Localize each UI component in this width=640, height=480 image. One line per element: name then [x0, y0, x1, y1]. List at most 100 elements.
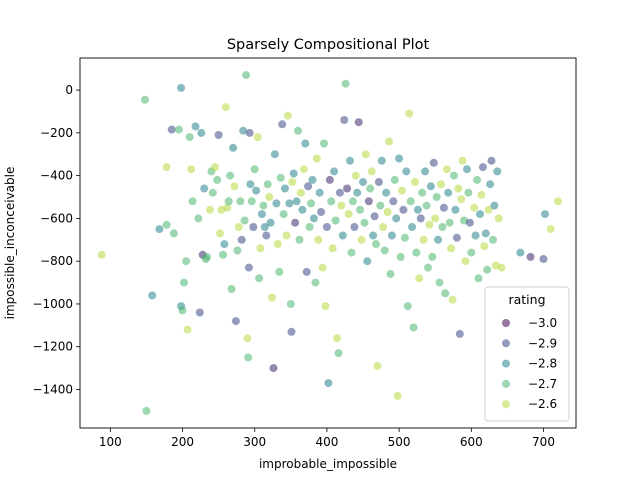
y-axis: −1400 −1200 −1000 −800 −600 −400 −200 0	[32, 83, 80, 397]
data-point	[461, 257, 470, 266]
data-point	[221, 103, 230, 112]
data-point	[243, 334, 252, 343]
legend-marker	[502, 379, 510, 388]
legend-entries: −3.0 −2.9 −2.8 −2.7 −2.6	[502, 316, 557, 411]
legend-label: −2.8	[528, 357, 557, 371]
data-point	[167, 125, 176, 134]
plot-frame	[79, 57, 577, 429]
data-point	[441, 289, 450, 298]
legend-marker	[502, 319, 510, 327]
data-point	[541, 210, 549, 219]
data-point	[283, 111, 292, 120]
x-tick-label: 600	[460, 435, 483, 449]
data-point	[364, 197, 373, 206]
data-point	[305, 223, 314, 231]
data-point	[257, 210, 266, 219]
data-point	[242, 71, 251, 80]
data-point	[208, 188, 217, 197]
chart-title: Sparsely Compositional Plot	[227, 37, 430, 53]
data-point	[281, 184, 289, 193]
data-point	[338, 231, 347, 240]
data-point	[463, 165, 471, 174]
data-point	[439, 203, 448, 212]
data-point	[419, 235, 428, 244]
data-point	[206, 205, 214, 214]
data-point	[351, 171, 360, 180]
x-tick-label: 400	[315, 435, 338, 449]
data-point	[328, 244, 337, 253]
data-point	[185, 133, 194, 142]
data-point	[363, 257, 372, 266]
data-point	[270, 150, 279, 159]
data-point	[359, 178, 367, 186]
x-axis-label: improbable_impossible	[259, 457, 397, 471]
data-point	[444, 188, 453, 197]
data-point	[236, 197, 245, 206]
data-point	[473, 175, 482, 184]
data-point	[383, 208, 392, 216]
data-point	[275, 267, 284, 276]
legend-marker	[502, 339, 510, 348]
data-point	[486, 180, 495, 189]
data-point	[97, 250, 106, 259]
data-point	[372, 240, 380, 249]
data-point	[452, 233, 461, 242]
data-point	[320, 139, 328, 148]
data-point	[231, 317, 240, 326]
data-point	[331, 216, 340, 225]
data-point	[367, 167, 376, 176]
data-point	[162, 220, 171, 229]
data-point	[386, 270, 395, 278]
data-point	[213, 175, 222, 184]
data-point	[467, 248, 476, 257]
data-point	[260, 223, 269, 231]
data-point	[234, 223, 243, 231]
data-point	[194, 214, 203, 223]
data-point	[348, 197, 357, 206]
legend-label: −3.0	[528, 316, 557, 330]
data-point	[195, 308, 204, 317]
data-point	[357, 235, 366, 244]
data-point	[227, 285, 236, 293]
data-point	[266, 218, 275, 227]
data-point	[314, 235, 323, 244]
data-point	[429, 158, 438, 167]
data-point	[422, 201, 431, 210]
y-tick-label: −200	[40, 126, 73, 140]
data-point	[409, 323, 418, 332]
data-point	[288, 178, 297, 186]
data-point	[387, 231, 396, 240]
data-point	[255, 274, 264, 283]
data-point	[340, 116, 349, 124]
legend-label: −2.6	[528, 397, 557, 411]
data-point	[392, 214, 401, 223]
data-point	[390, 175, 399, 184]
data-point	[413, 205, 422, 214]
data-point	[282, 231, 291, 240]
data-point	[451, 205, 460, 214]
data-point	[289, 169, 298, 178]
data-point	[253, 133, 262, 142]
data-point	[474, 274, 483, 283]
data-point	[216, 229, 225, 238]
y-axis-label: impossible_inconceivable	[3, 167, 17, 320]
data-point	[412, 248, 421, 257]
data-point	[434, 235, 443, 244]
data-point	[361, 150, 370, 159]
x-tick-label: 500	[388, 435, 411, 449]
data-point	[311, 278, 320, 287]
data-point	[450, 171, 458, 180]
data-point	[279, 210, 288, 219]
data-point	[223, 203, 232, 212]
data-point	[399, 205, 408, 214]
data-point	[405, 109, 414, 118]
data-point	[318, 263, 327, 272]
data-point	[481, 229, 490, 238]
data-point	[344, 210, 353, 219]
data-point	[285, 199, 294, 208]
data-point	[471, 231, 480, 240]
x-tick-label: 300	[243, 435, 266, 449]
data-point	[526, 252, 535, 261]
x-axis: 100 200 300 400 500 600 700	[99, 428, 555, 449]
data-point	[276, 173, 285, 182]
